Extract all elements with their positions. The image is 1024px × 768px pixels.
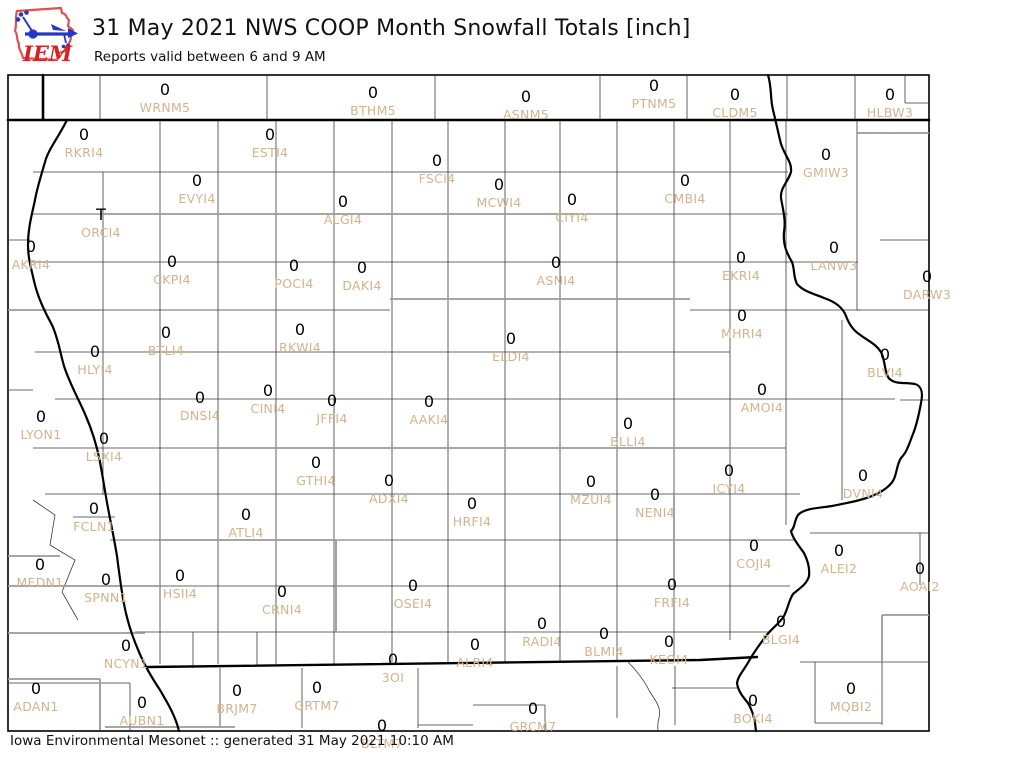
map-frame bbox=[7, 74, 930, 732]
weather-vane-icon bbox=[15, 10, 78, 49]
logo-text: IEM bbox=[22, 41, 73, 66]
page-title: 31 May 2021 NWS COOP Month Snowfall Tota… bbox=[92, 16, 691, 41]
page-subtitle: Reports valid between 6 and 9 AM bbox=[94, 49, 326, 65]
footer-credit: Iowa Environmental Mesonet :: generated … bbox=[10, 733, 454, 749]
missouri-border bbox=[146, 655, 759, 669]
district-lines bbox=[8, 132, 929, 730]
iem-logo: IEM bbox=[13, 6, 78, 66]
mississippi-river bbox=[735, 73, 923, 733]
missouri-river bbox=[26, 118, 181, 733]
state-borders bbox=[6, 73, 931, 733]
